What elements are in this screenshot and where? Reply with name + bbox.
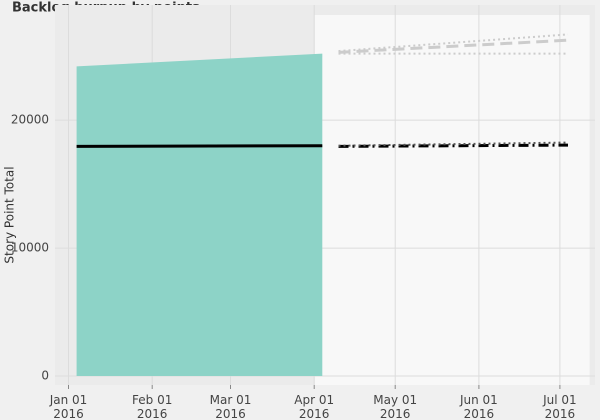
x-tick-label: May 01 2016 bbox=[373, 393, 418, 420]
line bbox=[338, 143, 569, 148]
y-tick-label: 0 bbox=[41, 369, 49, 383]
area bbox=[76, 53, 323, 377]
line bbox=[338, 141, 569, 147]
x-tick-label: Jan 01 2016 bbox=[49, 393, 88, 420]
y-tick-label: 20000 bbox=[11, 113, 49, 127]
y-tick-label: 10000 bbox=[11, 241, 49, 255]
x-tick-label: Jun 01 2016 bbox=[459, 393, 498, 420]
line bbox=[338, 38, 569, 54]
x-tick-label: Mar 01 2016 bbox=[209, 393, 252, 420]
x-tick-label: Feb 01 2016 bbox=[132, 393, 173, 420]
line bbox=[76, 144, 323, 148]
line bbox=[338, 33, 569, 53]
forecast-region bbox=[314, 15, 590, 385]
x-tick-label: Apr 01 2016 bbox=[294, 393, 335, 420]
x-tick-label: Jul 01 2016 bbox=[543, 393, 577, 420]
y-axis-label: Story Point Total bbox=[3, 166, 17, 263]
